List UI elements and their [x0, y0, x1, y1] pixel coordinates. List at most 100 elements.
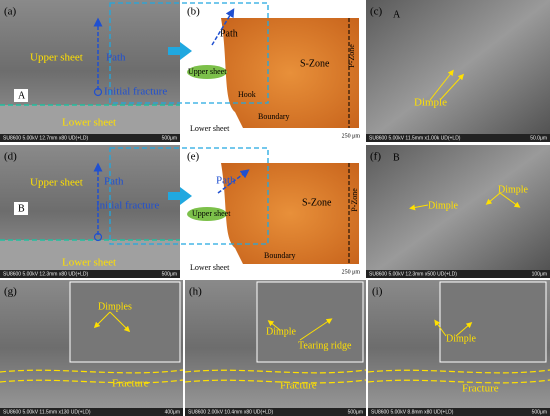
pointer-arrow: [434, 319, 447, 337]
panel: (g) Dimples Fracture SU8600 5.00kV 11.5mm x…: [0, 280, 184, 416]
footer-info: SU8600 5.00kV 12.3mm x80 UD(+LD): [3, 271, 89, 277]
footer-info: SU8600 5.00kV 12.3mm x500 UD(+LD): [369, 271, 457, 277]
scale-label: 500μm: [162, 135, 177, 141]
annotation: A: [393, 9, 401, 20]
inset: [439, 281, 547, 363]
footer-bar: [0, 270, 180, 278]
annotation: Lower sheet: [190, 124, 230, 133]
annotation: Upper sheet: [192, 209, 231, 218]
zoom-box: [109, 147, 269, 245]
pointer-arrow: [499, 192, 521, 208]
annotation: Initial fracture: [96, 200, 159, 212]
footer-bar: [185, 408, 366, 416]
footer-bar: [368, 408, 550, 416]
panel-bg: [366, 0, 550, 142]
footer-bar: [0, 408, 183, 416]
panel-label: (b): [187, 6, 200, 18]
ebsd-map: [221, 18, 359, 128]
scale-label: 500μm: [162, 271, 177, 277]
annotation: Tearing ridge: [298, 340, 352, 351]
annotation: S-Zone: [300, 58, 330, 69]
scale-label: 250 μm: [342, 269, 361, 275]
annotation: Dimple: [498, 184, 529, 195]
inset: [256, 281, 364, 363]
annotation: A: [18, 90, 26, 101]
annotation: B: [18, 203, 25, 214]
ebsd-map: [221, 163, 359, 264]
label-box: [14, 89, 28, 102]
footer-info: SU8600 5.00kV 11.5mm x1.00k UD(+LD): [369, 135, 461, 141]
annotation: Hook: [238, 90, 256, 99]
zoom-arrow: [168, 187, 192, 205]
scale-label: 50.0μm: [530, 135, 547, 141]
scale-label: 250 μm: [342, 133, 361, 139]
annotation: Path: [104, 176, 124, 188]
scale-label: 500μm: [348, 409, 363, 415]
annotation: Dimple: [414, 97, 447, 109]
panel: (c) A Dimple SU8600 5.00kV 11.5mm x1.00k UD…: [366, 0, 550, 142]
initial-point: [93, 87, 103, 97]
fracture-line: [367, 379, 550, 384]
annotation: Path: [106, 52, 126, 64]
pointer-arrow: [409, 204, 429, 211]
annotation: P-Zone: [350, 188, 359, 212]
zoom-box: [109, 2, 269, 104]
fracture-line: [184, 369, 367, 374]
annotation: Dimple: [428, 200, 459, 211]
pointer-arrow: [299, 318, 333, 341]
annotation: Dimples: [98, 301, 132, 312]
footer-bar: [366, 270, 550, 278]
panel-label: (f): [370, 151, 381, 163]
scale-label: 400μm: [165, 409, 180, 415]
label-box: [14, 202, 28, 215]
inset: [69, 281, 181, 363]
panel: (i) Dimple Fracture SU8600 5.00kV 8.8mm x80…: [367, 280, 550, 416]
annotation: Upper sheet: [188, 67, 227, 76]
fracture-line: [184, 379, 367, 384]
annotation: S-Zone: [302, 197, 332, 208]
pointer-arrow: [267, 320, 281, 331]
fracture-line: [0, 369, 184, 374]
annotation: Path: [216, 175, 236, 187]
panel: (f) B Dimple Dimple SU8600 5.00kV 12.3mm x50…: [366, 145, 550, 278]
upper-sheet-mark: [187, 207, 227, 221]
scale-label: 500μm: [532, 409, 547, 415]
annotation: B: [393, 152, 400, 163]
annotation: Fracture: [280, 380, 317, 392]
pointer-arrow: [439, 73, 465, 101]
lower-sheet: [0, 105, 180, 134]
panel-label: (d): [4, 151, 17, 163]
footer-bar: [0, 134, 180, 142]
panel-label: (a): [4, 6, 17, 18]
zoom-arrow: [168, 42, 192, 60]
annotation: Upper sheet: [30, 52, 83, 64]
annotation: Lower sheet: [190, 263, 230, 272]
pointer-arrow: [429, 69, 454, 101]
panel-bg: [366, 145, 550, 278]
pointer-arrow: [455, 322, 473, 337]
panel: (e) Path Upper sheet S-Zone P-Zone Lower shee…: [183, 145, 363, 278]
footer-bar: [366, 134, 550, 142]
footer-info: SU8600 5.00kV 11.5mm x130 UD(+LD): [3, 409, 91, 415]
annotation: Upper sheet: [30, 177, 83, 189]
annotation: Fracture: [112, 378, 149, 390]
annotation: Lower sheet: [62, 117, 116, 129]
pointer-arrow: [93, 311, 111, 329]
panel-label: (g): [4, 286, 17, 298]
annotation: Fracture: [462, 383, 499, 395]
annotation: Lower sheet: [62, 257, 116, 269]
annotation: P-Zone: [347, 44, 356, 68]
annotation: Dimple: [266, 326, 297, 337]
footer-info: SU8600 5.00kV 8.8mm x80 UD(+LD): [371, 409, 454, 415]
scale-box: [337, 131, 361, 140]
upper-sheet-mark: [187, 65, 227, 79]
initial-point: [93, 232, 103, 242]
path-arrow: [211, 8, 235, 46]
annotation: Initial fracture: [104, 86, 167, 98]
annotation: Boundary: [258, 112, 290, 121]
scale-box: [337, 267, 361, 276]
panel-label: (i): [372, 286, 383, 298]
panel: (a) Upper sheet Path Initial fracture A Lower…: [0, 0, 180, 142]
